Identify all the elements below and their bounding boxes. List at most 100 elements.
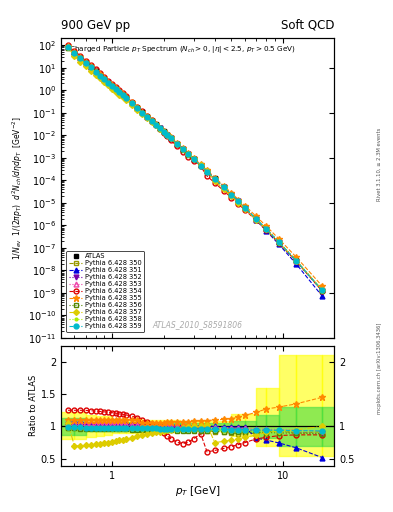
- Pythia 6.428 356: [106, 80, 111, 86]
- Pythia 6.428 357: [114, 89, 118, 95]
- Pythia 6.428 353: [165, 132, 169, 138]
- Pythia 6.428 357: [158, 126, 162, 132]
- Pythia 6.428 356: [161, 129, 166, 135]
- Pythia 6.428 350: [88, 65, 93, 71]
- Pythia 6.428 354: [168, 137, 173, 143]
- Pythia 6.428 351: [205, 168, 209, 174]
- Pythia 6.428 354: [140, 109, 145, 115]
- ATLAS: [213, 176, 217, 182]
- Pythia 6.428 353: [158, 125, 162, 131]
- Pythia 6.428 353: [98, 72, 103, 78]
- ATLAS: [94, 69, 98, 75]
- Pythia 6.428 355: [114, 85, 118, 91]
- Pythia 6.428 358: [78, 55, 83, 61]
- Pythia 6.428 358: [236, 199, 241, 205]
- Pythia 6.428 353: [110, 82, 115, 89]
- Pythia 6.428 359: [236, 198, 241, 204]
- Pythia 6.428 353: [102, 76, 107, 82]
- Pythia 6.428 352: [110, 83, 115, 89]
- Pythia 6.428 353: [320, 287, 324, 293]
- Pythia 6.428 352: [106, 79, 111, 86]
- Pythia 6.428 356: [254, 216, 259, 222]
- Pythia 6.428 354: [221, 188, 226, 194]
- Pythia 6.428 356: [236, 199, 241, 205]
- Pythia 6.428 358: [149, 118, 154, 124]
- Pythia 6.428 358: [153, 122, 158, 128]
- Pythia 6.428 359: [145, 114, 149, 120]
- Pythia 6.428 357: [191, 156, 196, 162]
- Pythia 6.428 359: [213, 176, 217, 182]
- Pythia 6.428 359: [102, 76, 107, 82]
- Pythia 6.428 358: [254, 216, 259, 222]
- Pythia 6.428 353: [205, 168, 209, 175]
- Pythia 6.428 358: [165, 132, 169, 138]
- Pythia 6.428 358: [264, 226, 268, 232]
- Pythia 6.428 357: [181, 146, 185, 152]
- Pythia 6.428 352: [198, 162, 203, 168]
- Pythia 6.428 351: [254, 217, 259, 223]
- ATLAS: [110, 83, 115, 89]
- ATLAS: [129, 100, 134, 106]
- Pythia 6.428 351: [123, 94, 128, 100]
- Pythia 6.428 355: [254, 214, 259, 220]
- Pythia 6.428 359: [153, 122, 158, 128]
- Pythia 6.428 359: [165, 132, 169, 138]
- Pythia 6.428 351: [106, 79, 111, 85]
- Pythia 6.428 359: [294, 258, 299, 264]
- Pythia 6.428 355: [221, 183, 226, 189]
- Pythia 6.428 355: [165, 131, 169, 137]
- Pythia 6.428 352: [88, 64, 93, 70]
- Pythia 6.428 359: [277, 239, 281, 245]
- Pythia 6.428 357: [175, 141, 180, 147]
- Pythia 6.428 352: [120, 92, 125, 98]
- Pythia 6.428 355: [213, 175, 217, 181]
- Pythia 6.428 357: [140, 111, 145, 117]
- Pythia 6.428 351: [186, 151, 191, 157]
- Pythia 6.428 358: [106, 80, 111, 86]
- Pythia 6.428 356: [294, 258, 299, 264]
- Pythia 6.428 351: [83, 59, 88, 66]
- Pythia 6.428 352: [294, 258, 299, 264]
- Pythia 6.428 353: [72, 49, 77, 55]
- ATLAS: [198, 162, 203, 168]
- Pythia 6.428 354: [110, 81, 115, 87]
- Pythia 6.428 350: [120, 92, 125, 98]
- Pythia 6.428 354: [229, 195, 234, 201]
- Pythia 6.428 358: [277, 239, 281, 245]
- ATLAS: [229, 191, 234, 197]
- Pythia 6.428 357: [236, 200, 241, 206]
- Pythia 6.428 352: [66, 44, 70, 50]
- Pythia 6.428 357: [102, 79, 107, 85]
- Pythia 6.428 350: [236, 199, 241, 205]
- Pythia 6.428 351: [213, 176, 217, 182]
- Pythia 6.428 350: [198, 163, 203, 169]
- Pythia 6.428 358: [186, 152, 191, 158]
- Pythia 6.428 356: [242, 205, 247, 211]
- ATLAS: [153, 121, 158, 127]
- Pythia 6.428 354: [129, 98, 134, 104]
- Pythia 6.428 352: [254, 216, 259, 222]
- Pythia 6.428 358: [129, 100, 134, 106]
- Pythia 6.428 357: [221, 186, 226, 193]
- Line: Pythia 6.428 355: Pythia 6.428 355: [64, 43, 325, 289]
- Pythia 6.428 354: [205, 173, 209, 179]
- ATLAS: [254, 216, 259, 222]
- Pythia 6.428 359: [205, 168, 209, 175]
- Pythia 6.428 355: [153, 121, 158, 127]
- Pythia 6.428 351: [191, 156, 196, 162]
- Pythia 6.428 359: [117, 89, 122, 95]
- Pythia 6.428 359: [140, 110, 145, 116]
- Text: Rivet 3.1.10, ≥ 2.3M events: Rivet 3.1.10, ≥ 2.3M events: [377, 127, 382, 201]
- Line: Pythia 6.428 352: Pythia 6.428 352: [66, 45, 325, 293]
- Pythia 6.428 359: [94, 69, 98, 75]
- Pythia 6.428 355: [140, 109, 145, 115]
- Pythia 6.428 351: [320, 293, 324, 299]
- Pythia 6.428 355: [277, 236, 281, 242]
- Pythia 6.428 354: [181, 149, 185, 155]
- Pythia 6.428 358: [158, 125, 162, 132]
- Pythia 6.428 350: [114, 87, 118, 93]
- Pythia 6.428 357: [294, 258, 299, 264]
- Pythia 6.428 350: [191, 156, 196, 162]
- Pythia 6.428 356: [94, 69, 98, 75]
- ATLAS: [181, 146, 185, 152]
